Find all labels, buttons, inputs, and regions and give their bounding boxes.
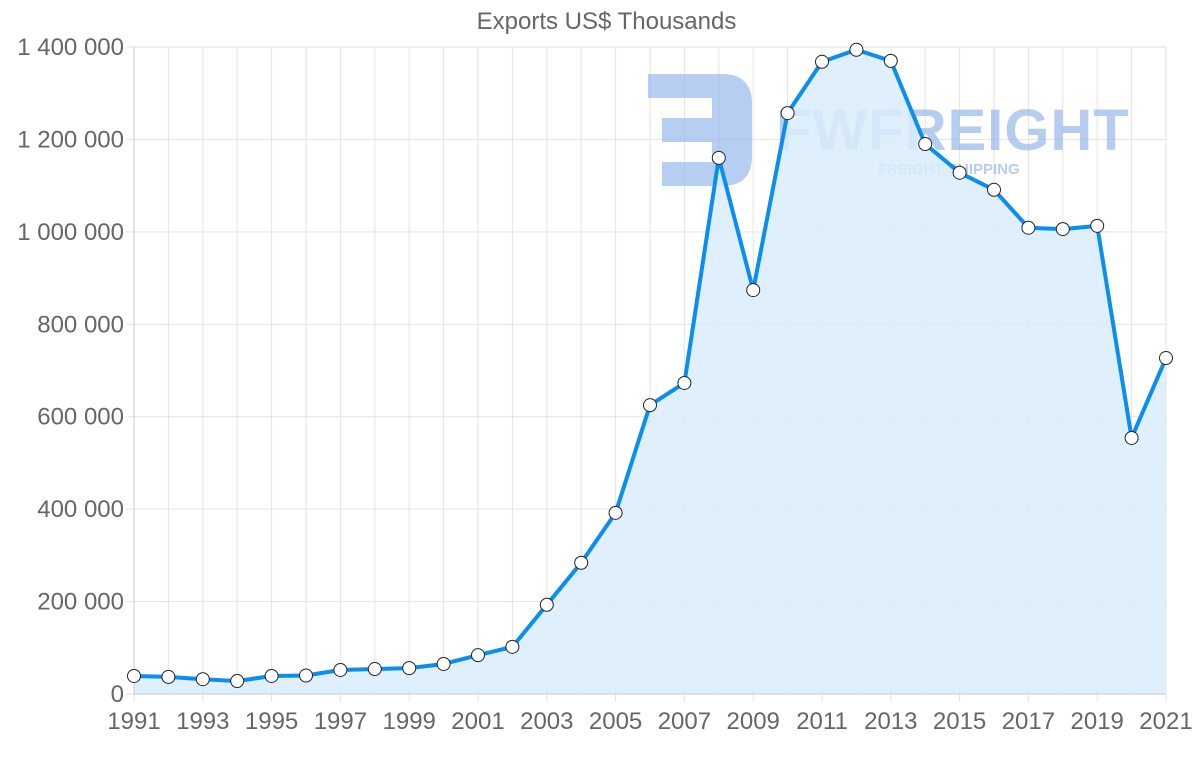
- y-tick-label: 1 000 000: [17, 219, 124, 246]
- data-point-1996[interactable]: [299, 668, 313, 683]
- x-tick-label: 1991: [107, 708, 160, 735]
- data-point-2018[interactable]: [1055, 222, 1070, 237]
- data-points: [127, 42, 1173, 689]
- x-tick-label: 2015: [933, 708, 986, 735]
- y-tick-label: 200 000: [37, 589, 124, 616]
- x-tick-label: 2005: [589, 708, 642, 735]
- area-path: [134, 49, 1166, 695]
- data-point-2017[interactable]: [1021, 220, 1036, 235]
- data-point-1993[interactable]: [195, 672, 210, 687]
- x-tick-label: 2017: [1002, 708, 1055, 735]
- data-point-2021[interactable]: [1159, 351, 1173, 366]
- y-tick-label: 600 000: [37, 404, 124, 431]
- x-tick-label: 2021: [1139, 708, 1192, 735]
- data-point-1997[interactable]: [333, 662, 348, 677]
- data-point-1995[interactable]: [264, 668, 279, 683]
- data-point-2008[interactable]: [711, 150, 726, 165]
- x-tick-label: 2001: [451, 708, 504, 735]
- data-point-2003[interactable]: [539, 597, 554, 612]
- x-tick-label: 1997: [314, 708, 367, 735]
- y-tick-label: 800 000: [37, 311, 124, 338]
- data-point-2005[interactable]: [608, 505, 623, 520]
- area-fill: [134, 49, 1166, 695]
- x-tick-label: 2019: [1071, 708, 1124, 735]
- data-point-2016[interactable]: [987, 182, 1001, 197]
- x-tick-label: 2009: [727, 708, 780, 735]
- data-point-2013[interactable]: [883, 53, 898, 68]
- data-point-1998[interactable]: [367, 662, 382, 677]
- data-point-2010[interactable]: [780, 106, 795, 121]
- data-point-1991[interactable]: [127, 668, 141, 683]
- axes: [133, 47, 1166, 695]
- data-point-2004[interactable]: [574, 555, 589, 570]
- x-tick-label: 2013: [864, 708, 917, 735]
- y-tick-label: 1 400 000: [17, 34, 124, 61]
- data-point-2006[interactable]: [643, 398, 657, 413]
- data-point-1994[interactable]: [230, 674, 245, 689]
- data-point-2012[interactable]: [849, 42, 864, 57]
- data-point-2001[interactable]: [471, 648, 485, 663]
- data-point-2009[interactable]: [746, 283, 761, 298]
- y-tick-label: 0: [111, 681, 124, 708]
- x-axis-labels: 1991 1993 1995 1997 1999 2001 2003 2005 2007 2009…: [107, 708, 1192, 735]
- data-point-2015[interactable]: [952, 165, 967, 180]
- data-point-1999[interactable]: [402, 661, 417, 676]
- x-tick-label: 2011: [796, 708, 848, 735]
- data-point-2000[interactable]: [436, 656, 451, 671]
- x-tick-label: 1999: [383, 708, 436, 735]
- data-point-1992[interactable]: [161, 669, 176, 684]
- data-point-2019[interactable]: [1090, 218, 1105, 233]
- x-tick-label: 1993: [176, 708, 229, 735]
- x-tick-label: 2007: [658, 708, 711, 735]
- y-tick-label: 400 000: [37, 496, 124, 523]
- x-tick-label: 2003: [520, 708, 573, 735]
- data-point-2014[interactable]: [918, 137, 933, 152]
- x-tick-label: 1995: [245, 708, 298, 735]
- data-point-2020[interactable]: [1124, 430, 1139, 445]
- data-point-2011[interactable]: [815, 54, 829, 69]
- logo-mark-icon: [648, 74, 752, 186]
- y-axis-labels: 0 200 000 400 000 600 000 800 000 1 000 000 1 …: [17, 34, 124, 708]
- data-point-2007[interactable]: [677, 375, 692, 390]
- chart-title: Exports US$ Thousands: [476, 8, 737, 35]
- data-point-2002[interactable]: [505, 639, 520, 654]
- y-tick-label: 1 200 000: [17, 126, 124, 153]
